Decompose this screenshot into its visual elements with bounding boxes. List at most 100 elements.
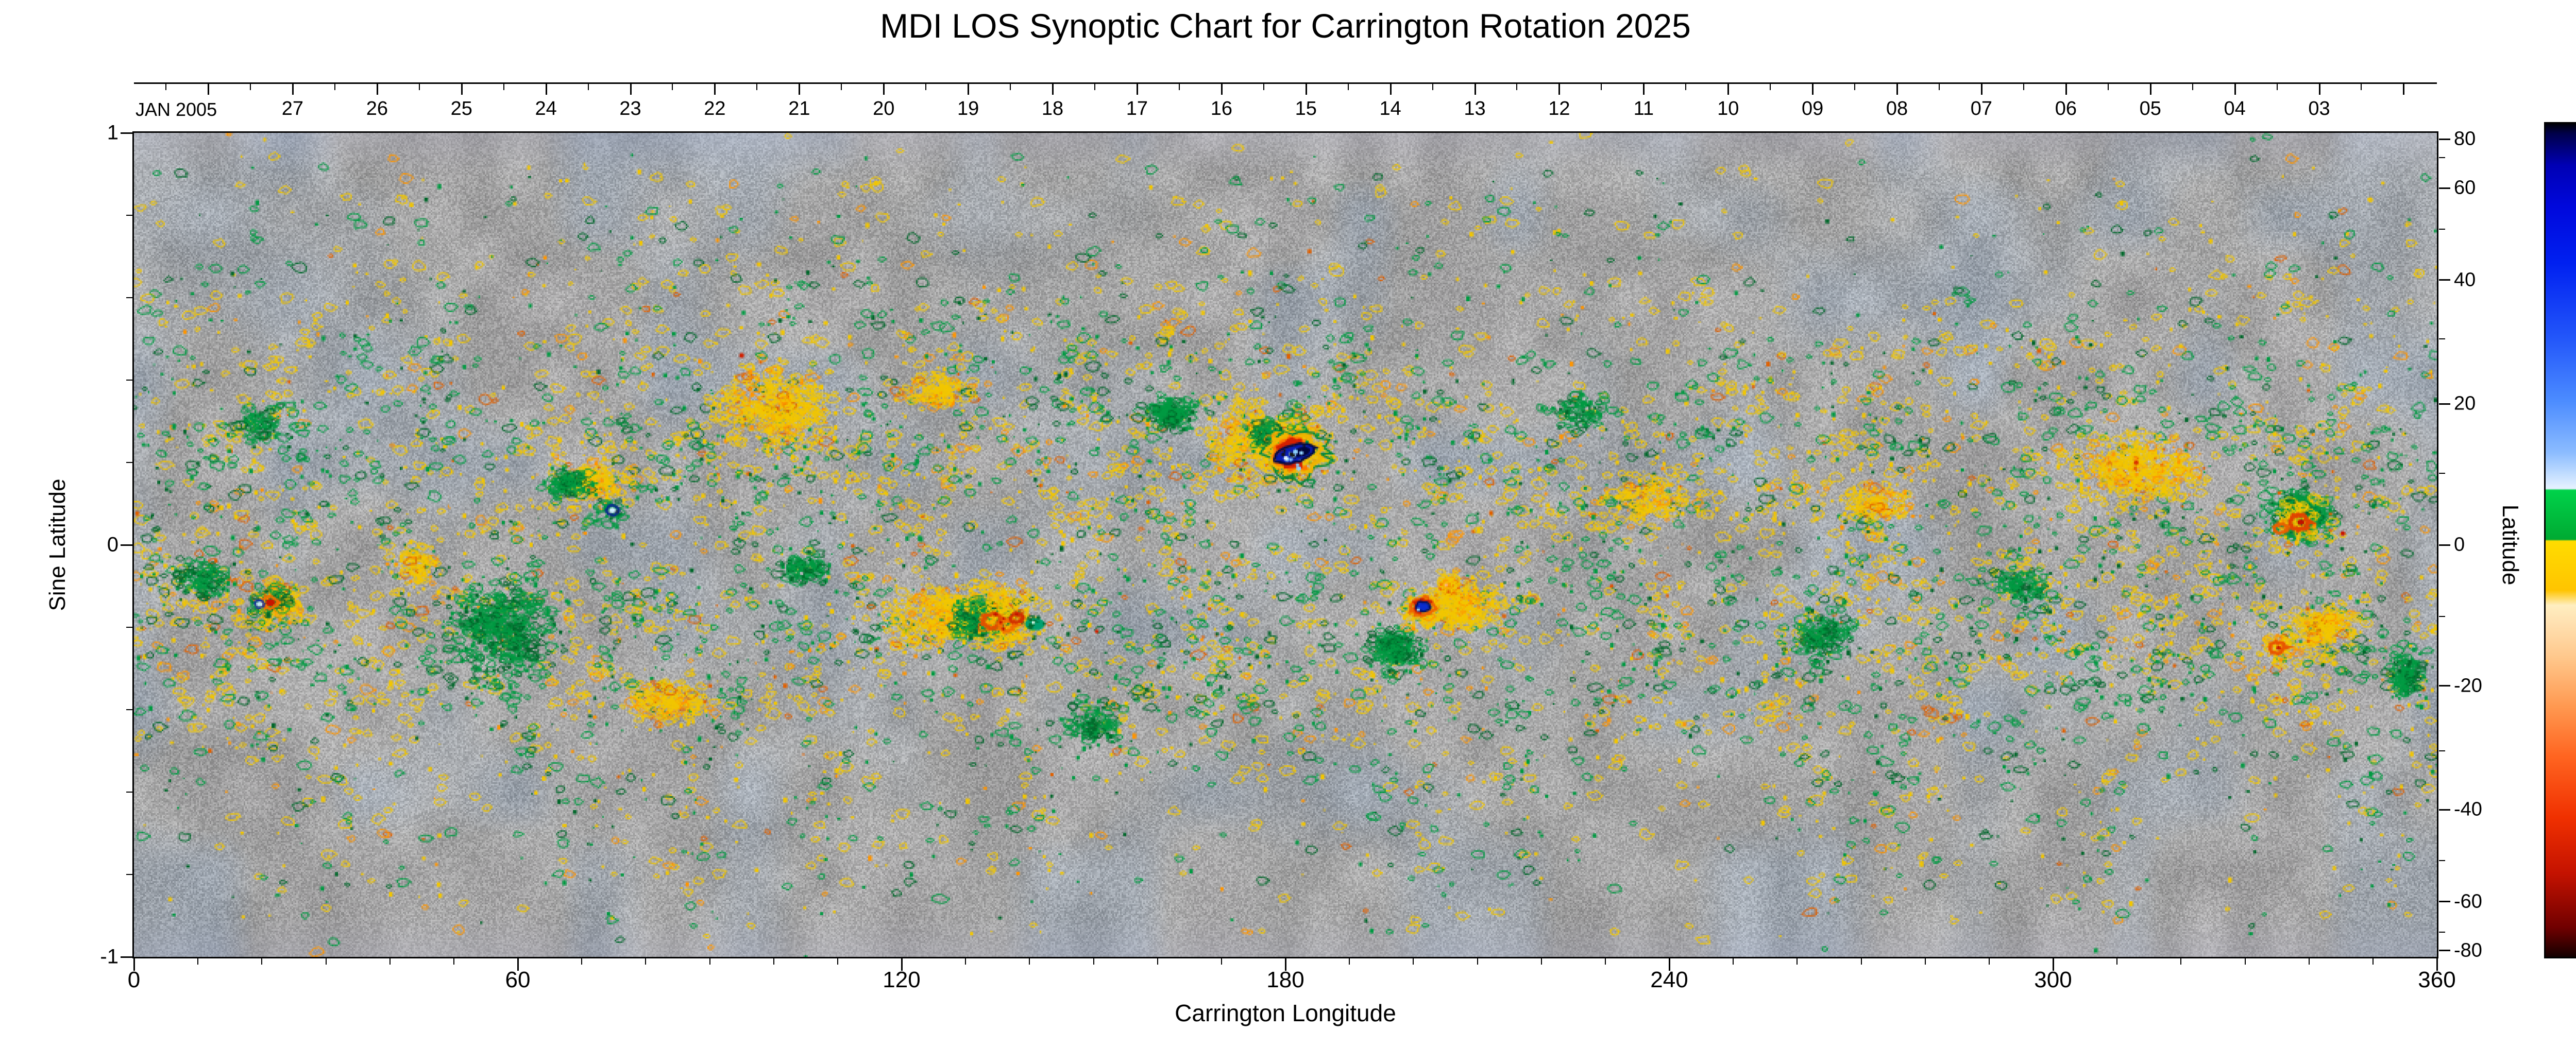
date-tick <box>1727 83 1730 95</box>
x-minor-tick <box>1477 957 1478 965</box>
date-tick-label: 21 <box>788 98 810 119</box>
sine-lat-tick-label: 0 <box>107 533 118 556</box>
date-tick-label: 08 <box>1886 98 1908 119</box>
date-tick-label: 18 <box>1041 98 1064 119</box>
date-tick <box>2318 83 2320 95</box>
sine-lat-tick-label: 1 <box>107 121 118 144</box>
date-tick <box>799 83 801 95</box>
latitude-tick-label: -20 <box>2454 675 2482 697</box>
x-minor-tick <box>1093 957 1094 965</box>
date-tick-label: 09 <box>1801 98 1824 119</box>
x-tick-label: 180 <box>1266 967 1304 992</box>
date-tick <box>925 83 927 90</box>
latitude-tick-label: 0 <box>2454 534 2465 556</box>
date-tick <box>1896 83 1899 95</box>
latitude-tick-label: -80 <box>2454 939 2482 962</box>
x-tick-label: 360 <box>2418 967 2456 992</box>
sine-lat-tick-label: -1 <box>100 945 118 968</box>
date-tick <box>1221 83 1223 95</box>
date-tick <box>1854 83 1856 90</box>
date-tick-label: 16 <box>1210 98 1232 119</box>
x-minor-tick <box>2244 957 2246 965</box>
date-tick <box>756 83 758 90</box>
date-tick-label: 06 <box>2055 98 2077 119</box>
x-minor-tick <box>1797 957 1798 965</box>
date-tick <box>1558 83 1561 95</box>
x-minor-tick <box>2116 957 2118 965</box>
colorbar <box>2544 122 2576 958</box>
date-tick-label: 11 <box>1633 98 1654 119</box>
y-axis-title-left: Sine Latitude <box>45 478 70 611</box>
date-tick <box>2023 83 2024 90</box>
x-major-tick <box>2052 957 2054 971</box>
x-minor-tick <box>389 957 391 965</box>
date-tick <box>968 83 970 95</box>
date-tick-label: 03 <box>2308 98 2330 119</box>
date-tick <box>2107 83 2109 90</box>
date-tick <box>165 83 167 90</box>
date-tick-label: 20 <box>873 98 895 119</box>
date-tick <box>249 83 251 90</box>
x-minor-tick <box>1413 957 1414 965</box>
date-tick <box>1516 83 1518 90</box>
chart-title: MDI LOS Synoptic Chart for Carrington Ro… <box>880 7 1691 45</box>
date-tick <box>2276 83 2278 90</box>
x-axis-title: Carrington Longitude <box>1175 1000 1396 1026</box>
date-axis-month-label: JAN 2005 <box>135 99 217 120</box>
date-tick <box>672 83 673 90</box>
x-minor-tick <box>1157 957 1158 965</box>
latitude-major-tick <box>2439 950 2450 952</box>
x-tick-label: 0 <box>127 967 141 992</box>
latitude-major-tick <box>2439 279 2450 281</box>
date-tick <box>841 83 842 90</box>
date-tick-label: 14 <box>1379 98 1401 119</box>
date-tick <box>418 83 420 90</box>
latitude-major-tick <box>2439 901 2450 903</box>
date-tick <box>2361 83 2362 90</box>
date-tick-label: 19 <box>957 98 979 119</box>
date-tick-label: 12 <box>1548 98 1570 119</box>
date-tick-label: 07 <box>1970 98 1993 119</box>
date-tick-label: 05 <box>2139 98 2161 119</box>
date-tick <box>1389 83 1392 95</box>
sine-lat-major-tick <box>121 956 133 958</box>
x-tick-label: 240 <box>1650 967 1688 992</box>
latitude-tick-label: -60 <box>2454 890 2482 913</box>
date-tick-label: 10 <box>1717 98 1739 119</box>
date-tick <box>1052 83 1054 95</box>
date-tick <box>2234 83 2236 95</box>
x-major-tick <box>517 957 519 971</box>
date-tick <box>1347 83 1349 90</box>
x-minor-tick <box>773 957 774 965</box>
date-tick <box>1136 83 1138 95</box>
latitude-tick-label: -40 <box>2454 798 2482 820</box>
latitude-minor-tick <box>2439 931 2445 933</box>
sine-lat-minor-tick <box>126 627 133 628</box>
date-tick <box>1980 83 1982 95</box>
x-minor-tick <box>2308 957 2310 965</box>
date-tick <box>2403 83 2405 95</box>
x-minor-tick <box>1540 957 1542 965</box>
latitude-major-tick <box>2439 138 2450 140</box>
date-tick <box>376 83 378 95</box>
x-minor-tick <box>2180 957 2182 965</box>
date-tick <box>587 83 589 90</box>
x-minor-tick <box>837 957 838 965</box>
sine-lat-minor-tick <box>126 792 133 793</box>
sine-lat-major-tick <box>121 132 133 134</box>
x-minor-tick <box>1924 957 1926 965</box>
latitude-major-tick <box>2439 685 2450 687</box>
x-minor-tick <box>1221 957 1222 965</box>
x-minor-tick <box>1988 957 1990 965</box>
date-tick <box>1812 83 1814 95</box>
date-tick <box>1685 83 1687 90</box>
latitude-minor-tick <box>2439 750 2445 751</box>
date-tick <box>2192 83 2193 90</box>
x-major-tick <box>1284 957 1286 971</box>
latitude-minor-tick <box>2439 615 2445 617</box>
date-tick-label: 15 <box>1295 98 1317 119</box>
date-tick-label: 22 <box>704 98 726 119</box>
date-tick-label: 17 <box>1126 98 1148 119</box>
x-minor-tick <box>325 957 327 965</box>
x-minor-tick <box>1349 957 1350 965</box>
